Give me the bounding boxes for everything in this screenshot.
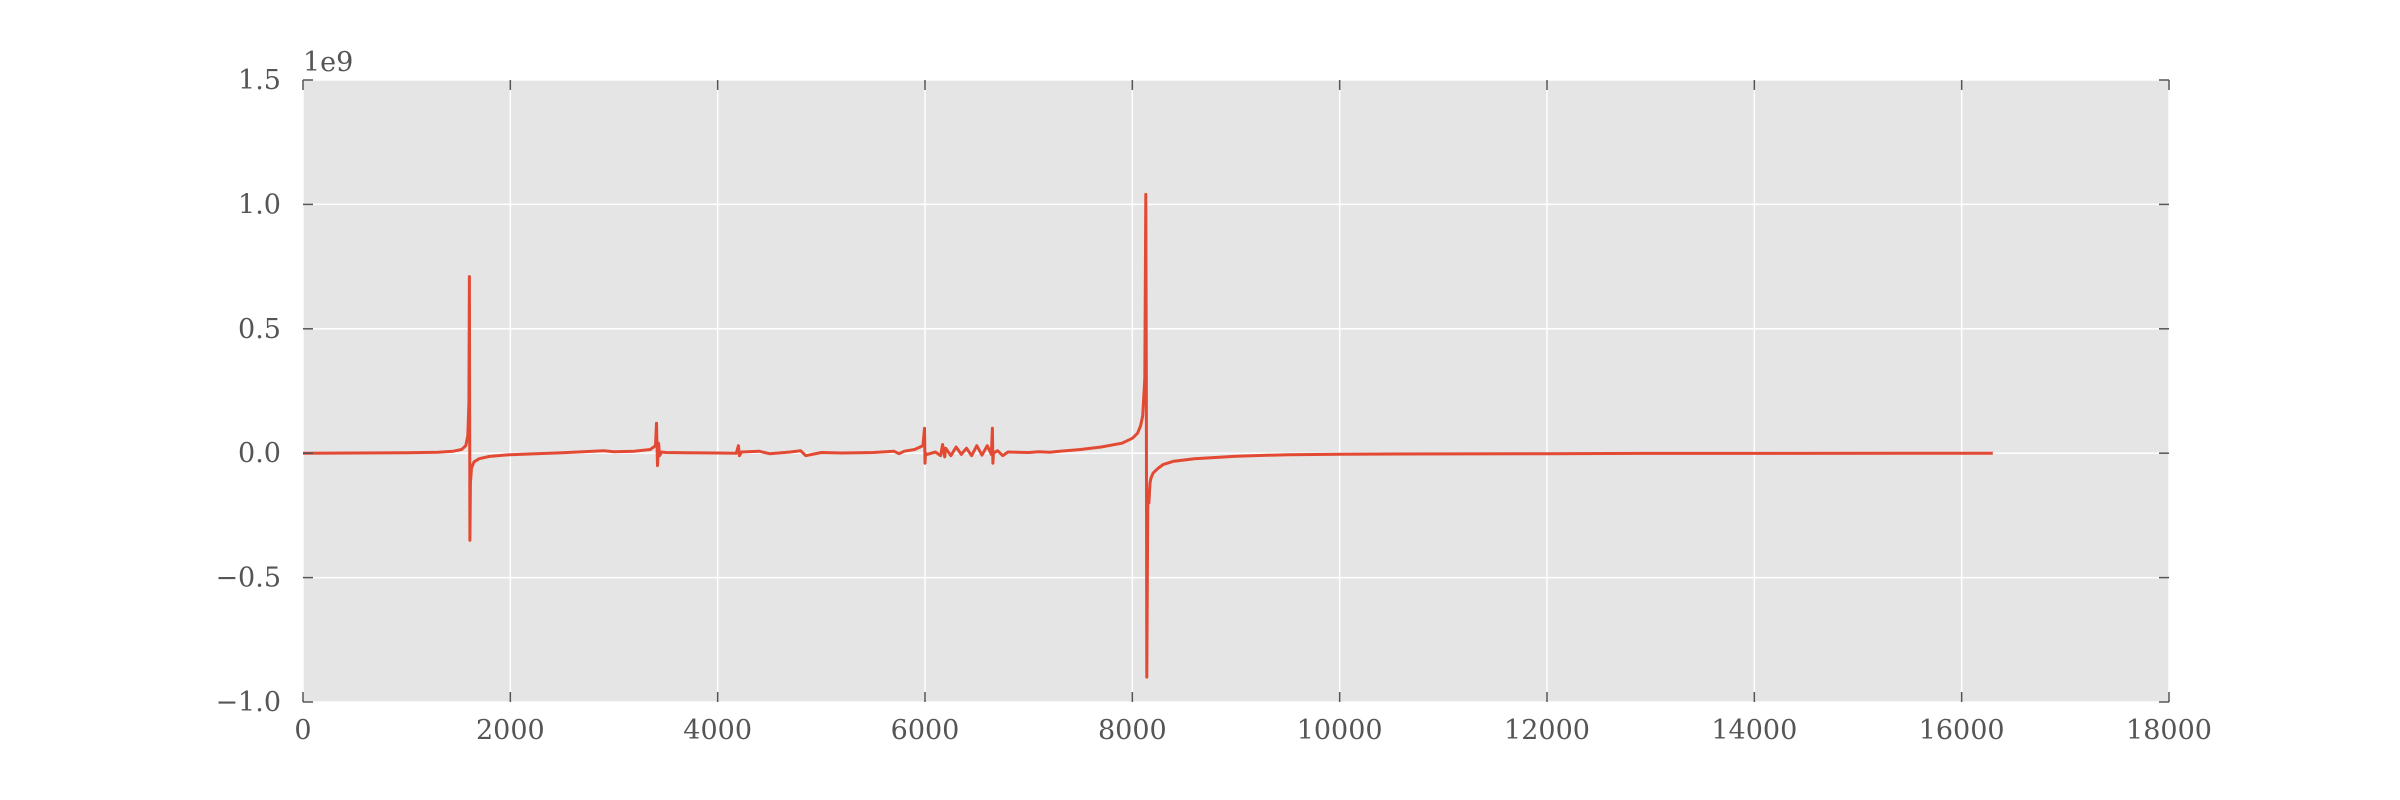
- y-tick-label: 1.5: [238, 65, 281, 96]
- x-tick-label: 14000: [1711, 715, 1797, 746]
- axis-ticks: [302, 79, 2170, 703]
- y-tick-label: 0.5: [238, 314, 281, 345]
- x-tick-label: 16000: [1919, 715, 2005, 746]
- y-tick-label: −0.5: [215, 563, 281, 594]
- x-tick-label: 10000: [1297, 715, 1383, 746]
- x-tick-label: 12000: [1504, 715, 1590, 746]
- x-tick-label: 6000: [891, 715, 960, 746]
- tick-labels: 0 2000 4000 6000 8000 10000 12000 14000 16000 180…: [215, 65, 2212, 746]
- y-tick-label: −1.0: [215, 687, 281, 718]
- x-tick-label: 2000: [476, 715, 545, 746]
- series-layer: [302, 192, 1993, 679]
- y-axis-offset-label: 1e9: [303, 47, 353, 78]
- series-line: [302, 192, 1993, 679]
- y-tick-label: 1.0: [238, 189, 281, 220]
- x-tick-label: 4000: [683, 715, 752, 746]
- x-tick-label: 8000: [1098, 715, 1167, 746]
- x-tick-label: 18000: [2126, 715, 2212, 746]
- y-tick-label: 0.0: [238, 438, 281, 469]
- plot-area: [303, 80, 2169, 702]
- x-tick-label: 0: [294, 715, 311, 746]
